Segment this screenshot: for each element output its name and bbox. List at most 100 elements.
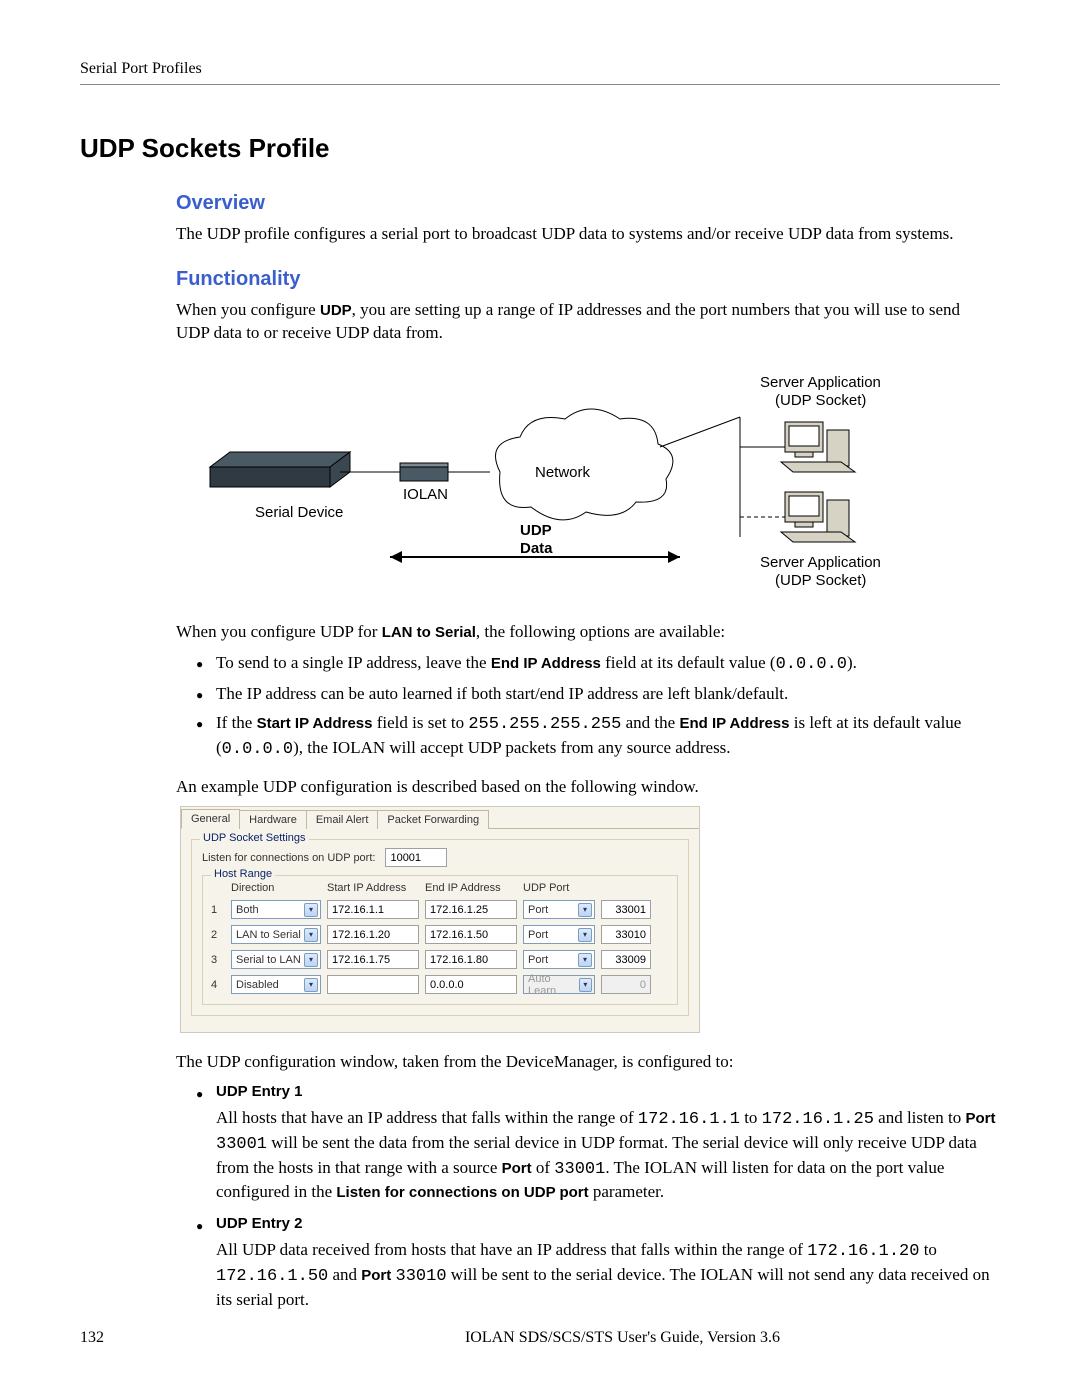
bold-udp: UDP (320, 302, 352, 319)
direction-select[interactable]: Serial to LAN▾ (231, 950, 321, 969)
col-udp-port: UDP Port (523, 882, 595, 894)
server-pc-2-icon (781, 492, 855, 542)
iolan-icon (400, 463, 448, 481)
iolan-label: IOLAN (403, 486, 448, 503)
text: When you configure UDP for (176, 622, 382, 641)
server-app-1-b: (UDP Socket) (775, 392, 866, 409)
col-end: End IP Address (425, 882, 517, 894)
bold-lan-to-serial: LAN to Serial (382, 624, 476, 641)
b: Port (502, 1160, 532, 1177)
bullet-3: If the Start IP Address field is set to … (196, 712, 1000, 762)
network-diagram: Serial Device IOLAN Network Server Appli… (200, 367, 900, 607)
chevron-down-icon: ▾ (304, 928, 318, 942)
listen-port-input[interactable] (385, 848, 447, 867)
options-list: To send to a single IP address, leave th… (196, 652, 1000, 762)
start-ip-input[interactable] (327, 925, 419, 944)
host-range-row: 1Both▾Port▾ (211, 900, 669, 919)
end-ip-input[interactable] (425, 925, 517, 944)
page-title: UDP Sockets Profile (80, 133, 1000, 164)
t: ), the IOLAN will accept UDP packets fro… (293, 738, 730, 757)
chevron-down-icon: ▾ (304, 978, 318, 992)
example-intro: An example UDP configuration is describe… (176, 776, 990, 799)
direction-select[interactable]: LAN to Serial▾ (231, 925, 321, 944)
m: 172.16.1.1 (638, 1110, 740, 1129)
udp-entry-2: UDP Entry 2 All UDP data received from h… (196, 1214, 1000, 1311)
host-range-row: 2 LAN to Serial▾ Port▾ (211, 925, 669, 944)
host-range-row: 4 Disabled▾ Auto Learn▾ (211, 975, 669, 994)
b: Listen for connections on UDP port (336, 1184, 588, 1201)
bullet-2: The IP address can be auto learned if bo… (196, 683, 1000, 706)
direction-select[interactable]: Both▾ (231, 900, 321, 919)
t: field is set to (372, 713, 468, 732)
m: 0.0.0.0 (776, 655, 847, 674)
network-label: Network (535, 464, 591, 481)
guide-version: IOLAN SDS/SCS/STS User's Guide, Version … (465, 1329, 780, 1347)
server-pc-1-icon (781, 422, 855, 472)
t: of (532, 1158, 555, 1177)
col-direction: Direction (231, 882, 321, 894)
overview-text: The UDP profile configures a serial port… (176, 223, 990, 246)
row-num: 4 (211, 979, 225, 991)
serial-device-icon (210, 452, 350, 487)
end-ip-input[interactable] (425, 900, 517, 919)
fieldset-legend: UDP Socket Settings (200, 832, 309, 844)
m: 33010 (396, 1267, 447, 1286)
m: 33001 (554, 1160, 605, 1179)
t: ). (847, 653, 857, 672)
tab-bar: General Hardware Email Alert Packet Forw… (181, 807, 699, 829)
b: End IP Address (679, 715, 789, 732)
b: End IP Address (491, 655, 601, 672)
t: field at its default value ( (601, 653, 776, 672)
port-type-select[interactable]: Port▾ (523, 900, 595, 919)
col-start: Start IP Address (327, 882, 419, 894)
m: 33001 (216, 1135, 267, 1154)
t: to (740, 1108, 762, 1127)
t: and listen to (874, 1108, 966, 1127)
chevron-down-icon: ▾ (578, 928, 592, 942)
serial-device-label: Serial Device (255, 504, 343, 521)
t: parameter. (589, 1182, 665, 1201)
chevron-down-icon: ▾ (304, 953, 318, 967)
udp-label: UDP (520, 522, 552, 539)
port-input[interactable] (601, 950, 651, 969)
tab-email-alert[interactable]: Email Alert (306, 810, 379, 829)
t: to (919, 1240, 936, 1259)
chevron-down-icon: ▾ (578, 953, 592, 967)
entry-title: UDP Entry 2 (216, 1214, 1000, 1234)
lan-to-serial-intro: When you configure UDP for LAN to Serial… (176, 621, 990, 644)
start-ip-input[interactable] (327, 950, 419, 969)
listen-label: Listen for connections on UDP port: (202, 852, 375, 864)
udp-socket-settings-fieldset: UDP Socket Settings Listen for connectio… (191, 839, 689, 1016)
m: 172.16.1.20 (807, 1242, 919, 1261)
port-input[interactable] (601, 900, 651, 919)
udp-config-window: General Hardware Email Alert Packet Forw… (180, 806, 700, 1033)
port-type-select: Auto Learn▾ (523, 975, 595, 994)
start-ip-input[interactable] (327, 900, 419, 919)
tab-general[interactable]: General (181, 809, 240, 829)
port-type-select[interactable]: Port▾ (523, 950, 595, 969)
m: 172.16.1.50 (216, 1267, 328, 1286)
end-ip-input[interactable] (425, 950, 517, 969)
direction-select[interactable]: Disabled▾ (231, 975, 321, 994)
config-intro: The UDP configuration window, taken from… (176, 1051, 990, 1074)
row-num: 2 (211, 929, 225, 941)
t: All hosts that have an IP address that f… (216, 1108, 638, 1127)
tab-hardware[interactable]: Hardware (239, 810, 307, 829)
row-num: 3 (211, 954, 225, 966)
text: , the following options are available: (476, 622, 725, 641)
host-range-fieldset: Host Range Direction Start IP Address En… (202, 875, 678, 1005)
start-ip-input[interactable] (327, 975, 419, 994)
end-ip-input[interactable] (425, 975, 517, 994)
header-rule (80, 84, 1000, 85)
m: 255.255.255.255 (468, 715, 621, 734)
t: If the (216, 713, 257, 732)
port-input[interactable] (601, 925, 651, 944)
tab-packet-forwarding[interactable]: Packet Forwarding (377, 810, 489, 829)
breadcrumb: Serial Port Profiles (80, 60, 1000, 78)
server-app-2-b: (UDP Socket) (775, 572, 866, 589)
port-type-select[interactable]: Port▾ (523, 925, 595, 944)
port-input (601, 975, 651, 994)
server-app-2-a: Server Application (760, 554, 881, 571)
t: To send to a single IP address, leave th… (216, 653, 491, 672)
host-range-row: 3 Serial to LAN▾ Port▾ (211, 950, 669, 969)
